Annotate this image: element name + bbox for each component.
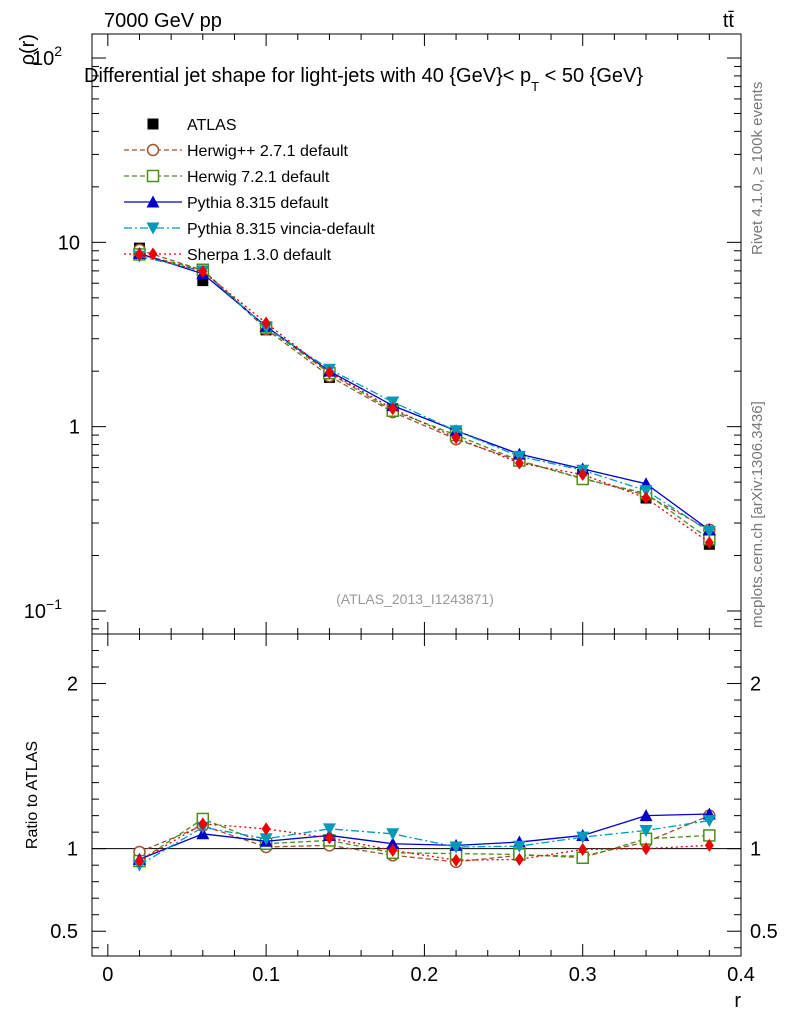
legend-marker (146, 195, 160, 208)
main-data-point (324, 365, 334, 379)
legend-marker (146, 169, 160, 183)
x-axis-label: r (734, 990, 741, 1012)
ratio-y-tick-label-right: 1 (750, 839, 761, 861)
legend-label: Herwig 7.2.1 default (187, 169, 330, 186)
ratio-series (132, 807, 716, 872)
ratio-data-point (324, 831, 334, 845)
legend-label: Herwig++ 2.7.1 default (187, 143, 349, 160)
x-tick-label: 0.1 (252, 964, 280, 986)
main-series-pythia-8-315-vincia-default (132, 250, 716, 538)
ratio-axes: 0 0.1 0.2 0.3 0.4 0.5 0.5 1 1 2 2 (50, 634, 778, 986)
ratio-data-point (514, 852, 524, 866)
legend-label: Pythia 8.315 vincia-default (187, 221, 375, 238)
ratio-data-point (641, 842, 651, 856)
ratio-data-point (449, 841, 463, 854)
main-axes: 102 10 1 10−1 (24, 34, 742, 634)
main-series-pythia-8-315-default (132, 246, 716, 536)
ratio-y-tick-label: 0.5 (50, 921, 78, 943)
plot-title: Differential jet shape for light-jets wi… (84, 65, 643, 94)
main-data-point (702, 525, 716, 538)
main-data-point (704, 536, 714, 550)
main-data-point (451, 431, 461, 445)
ratio-series-line (139, 813, 710, 861)
legend-marker (146, 222, 160, 235)
main-data-point (449, 425, 463, 438)
main-data-point (388, 402, 398, 416)
main-series-line (139, 253, 710, 544)
main-data-point (641, 491, 651, 505)
legend: ATLAS Herwig++ 2.7.1 default Herwig 7.2.1 … (124, 117, 375, 264)
ratio-data-point (198, 817, 208, 831)
ratio-series-pythia-8-315-vincia-default (132, 815, 716, 872)
main-data-point (578, 468, 588, 482)
mcplots-label: mcplots.cern.ch [arXiv:1306.3436] (749, 401, 766, 628)
ratio-data-point (702, 815, 716, 828)
legend-label: Pythia 8.315 default (187, 195, 329, 212)
x-tick-label: 0 (102, 964, 113, 986)
legend-marker (148, 247, 158, 261)
ratio-data-point (578, 842, 588, 856)
ratio-data-point (451, 853, 461, 867)
ratio-data-point (386, 837, 400, 850)
main-series-line (139, 253, 710, 540)
x-tick-label: 0.3 (569, 964, 597, 986)
ratio-y-tick-label-right: 0.5 (750, 921, 778, 943)
x-tick-label: 0.4 (727, 964, 755, 986)
ratio-data-point (259, 833, 273, 846)
ratio-data-point (386, 828, 400, 841)
ratio-y-tick-label: 2 (67, 674, 78, 696)
x-tick-label: 0.2 (411, 964, 439, 986)
main-series-line (139, 252, 710, 531)
main-data-point (198, 264, 208, 278)
ratio-data-point (134, 854, 144, 868)
main-series-sherpa-1-3-0-default (134, 247, 714, 550)
y-tick-label: 10−1 (24, 596, 62, 623)
main-series (132, 242, 716, 550)
analysis-label: (ATLAS_2013_I1243871) (336, 591, 494, 607)
ratio-data-point (388, 843, 398, 857)
ratio-series-line (139, 823, 710, 862)
legend-label: Sherpa 1.3.0 default (187, 247, 332, 264)
y-tick-label: 102 (32, 43, 62, 70)
ratio-y-axis-label: Ratio to ATLAS (24, 741, 41, 849)
ratio-y-tick-label: 1 (67, 839, 78, 861)
ratio-data-point (512, 840, 526, 853)
main-series-line (139, 255, 710, 533)
ratio-data-point (576, 831, 590, 844)
energy-label: 7000 GeV pp (104, 10, 222, 32)
ratio-plot-frame (91, 633, 742, 957)
rivet-label: Rivet 4.1.0, ≥ 100k events (749, 82, 766, 255)
ratio-data-point (261, 822, 271, 836)
ratio-series-herwig-2-7-1-default (133, 809, 716, 869)
main-series-herwig-7-2-1-default (133, 248, 716, 546)
ratio-series-pythia-8-315-default (132, 807, 716, 865)
legend-marker (147, 118, 159, 130)
ratio-data-point (639, 809, 653, 822)
legend-label: ATLAS (187, 117, 237, 134)
ratio-data-point (704, 838, 714, 852)
legend-marker (146, 143, 160, 157)
y-axis-label: ρ(r) (17, 34, 39, 65)
main-data-point (514, 456, 524, 470)
main-data-point (197, 275, 209, 287)
main-data-point (639, 485, 653, 498)
ratio-data-point (322, 823, 336, 836)
process-label: tt̄ (723, 10, 735, 32)
ratio-y-tick-label-right: 2 (750, 674, 761, 696)
ratio-series-sherpa-1-3-0-default (134, 817, 714, 868)
y-tick-label: 1 (69, 417, 80, 439)
y-tick-label: 10 (58, 232, 80, 254)
main-data-point (261, 316, 271, 330)
ratio-data-point (639, 825, 653, 838)
